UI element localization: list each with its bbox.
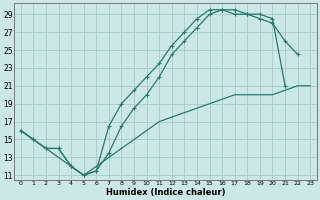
X-axis label: Humidex (Indice chaleur): Humidex (Indice chaleur) — [106, 188, 225, 197]
